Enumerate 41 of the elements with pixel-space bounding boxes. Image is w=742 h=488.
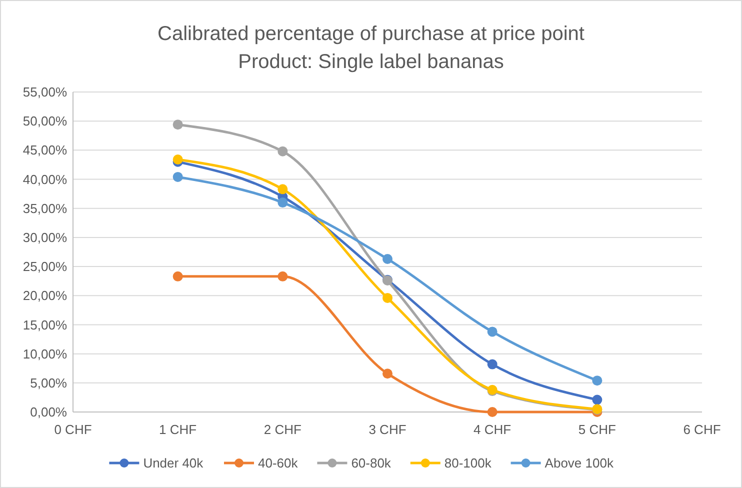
legend-label: 60-80k (351, 456, 392, 471)
y-tick-label: 15,00% (22, 317, 68, 332)
y-tick-label: 40,00% (22, 172, 68, 187)
point (382, 368, 392, 379)
point (172, 172, 183, 182)
point (487, 326, 498, 337)
x-tick-label: 3 CHF (368, 422, 406, 437)
legend-label: Under 40k (143, 456, 204, 471)
x-tick-label: 6 CHF (683, 422, 721, 437)
point (382, 292, 392, 303)
y-tick-label: 20,00% (22, 288, 68, 304)
point (487, 407, 498, 417)
point (592, 376, 602, 386)
point (592, 394, 602, 405)
point (278, 271, 288, 282)
chart-title: Calibrated percentage of purchase at price point Product: Single label bananas (158, 23, 585, 73)
point (487, 359, 498, 370)
y-tick-label: 5,00% (30, 375, 68, 390)
point (278, 146, 288, 156)
legend-label: Above 100k (544, 456, 614, 471)
y-tick-label: 25,00% (22, 259, 68, 274)
point (278, 198, 288, 208)
point (278, 184, 288, 194)
y-tick-label: 0,00% (30, 404, 68, 420)
x-tick-label: 0 CHF (54, 422, 92, 437)
x-tick-label: 5 CHF (578, 422, 616, 437)
y-tick-label: 30,00% (22, 230, 68, 246)
y-tick-label: 10,00% (22, 346, 68, 362)
point (172, 271, 183, 282)
legend-label: 80-100k (444, 456, 492, 471)
point (172, 154, 183, 164)
y-tick-label: 35,00% (22, 200, 68, 216)
y-tick-label: 50,00% (22, 114, 68, 129)
point (382, 254, 392, 264)
legend-label: 40-60k (258, 456, 298, 471)
x-tick-label: 4 CHF (474, 422, 512, 437)
point (172, 120, 183, 130)
x-tick-label: 1 CHF (159, 422, 197, 437)
x-tick-label: 2 CHF (264, 422, 302, 437)
y-tick-label: 55,00% (22, 84, 68, 100)
y-tick-label: 45,00% (22, 142, 68, 158)
